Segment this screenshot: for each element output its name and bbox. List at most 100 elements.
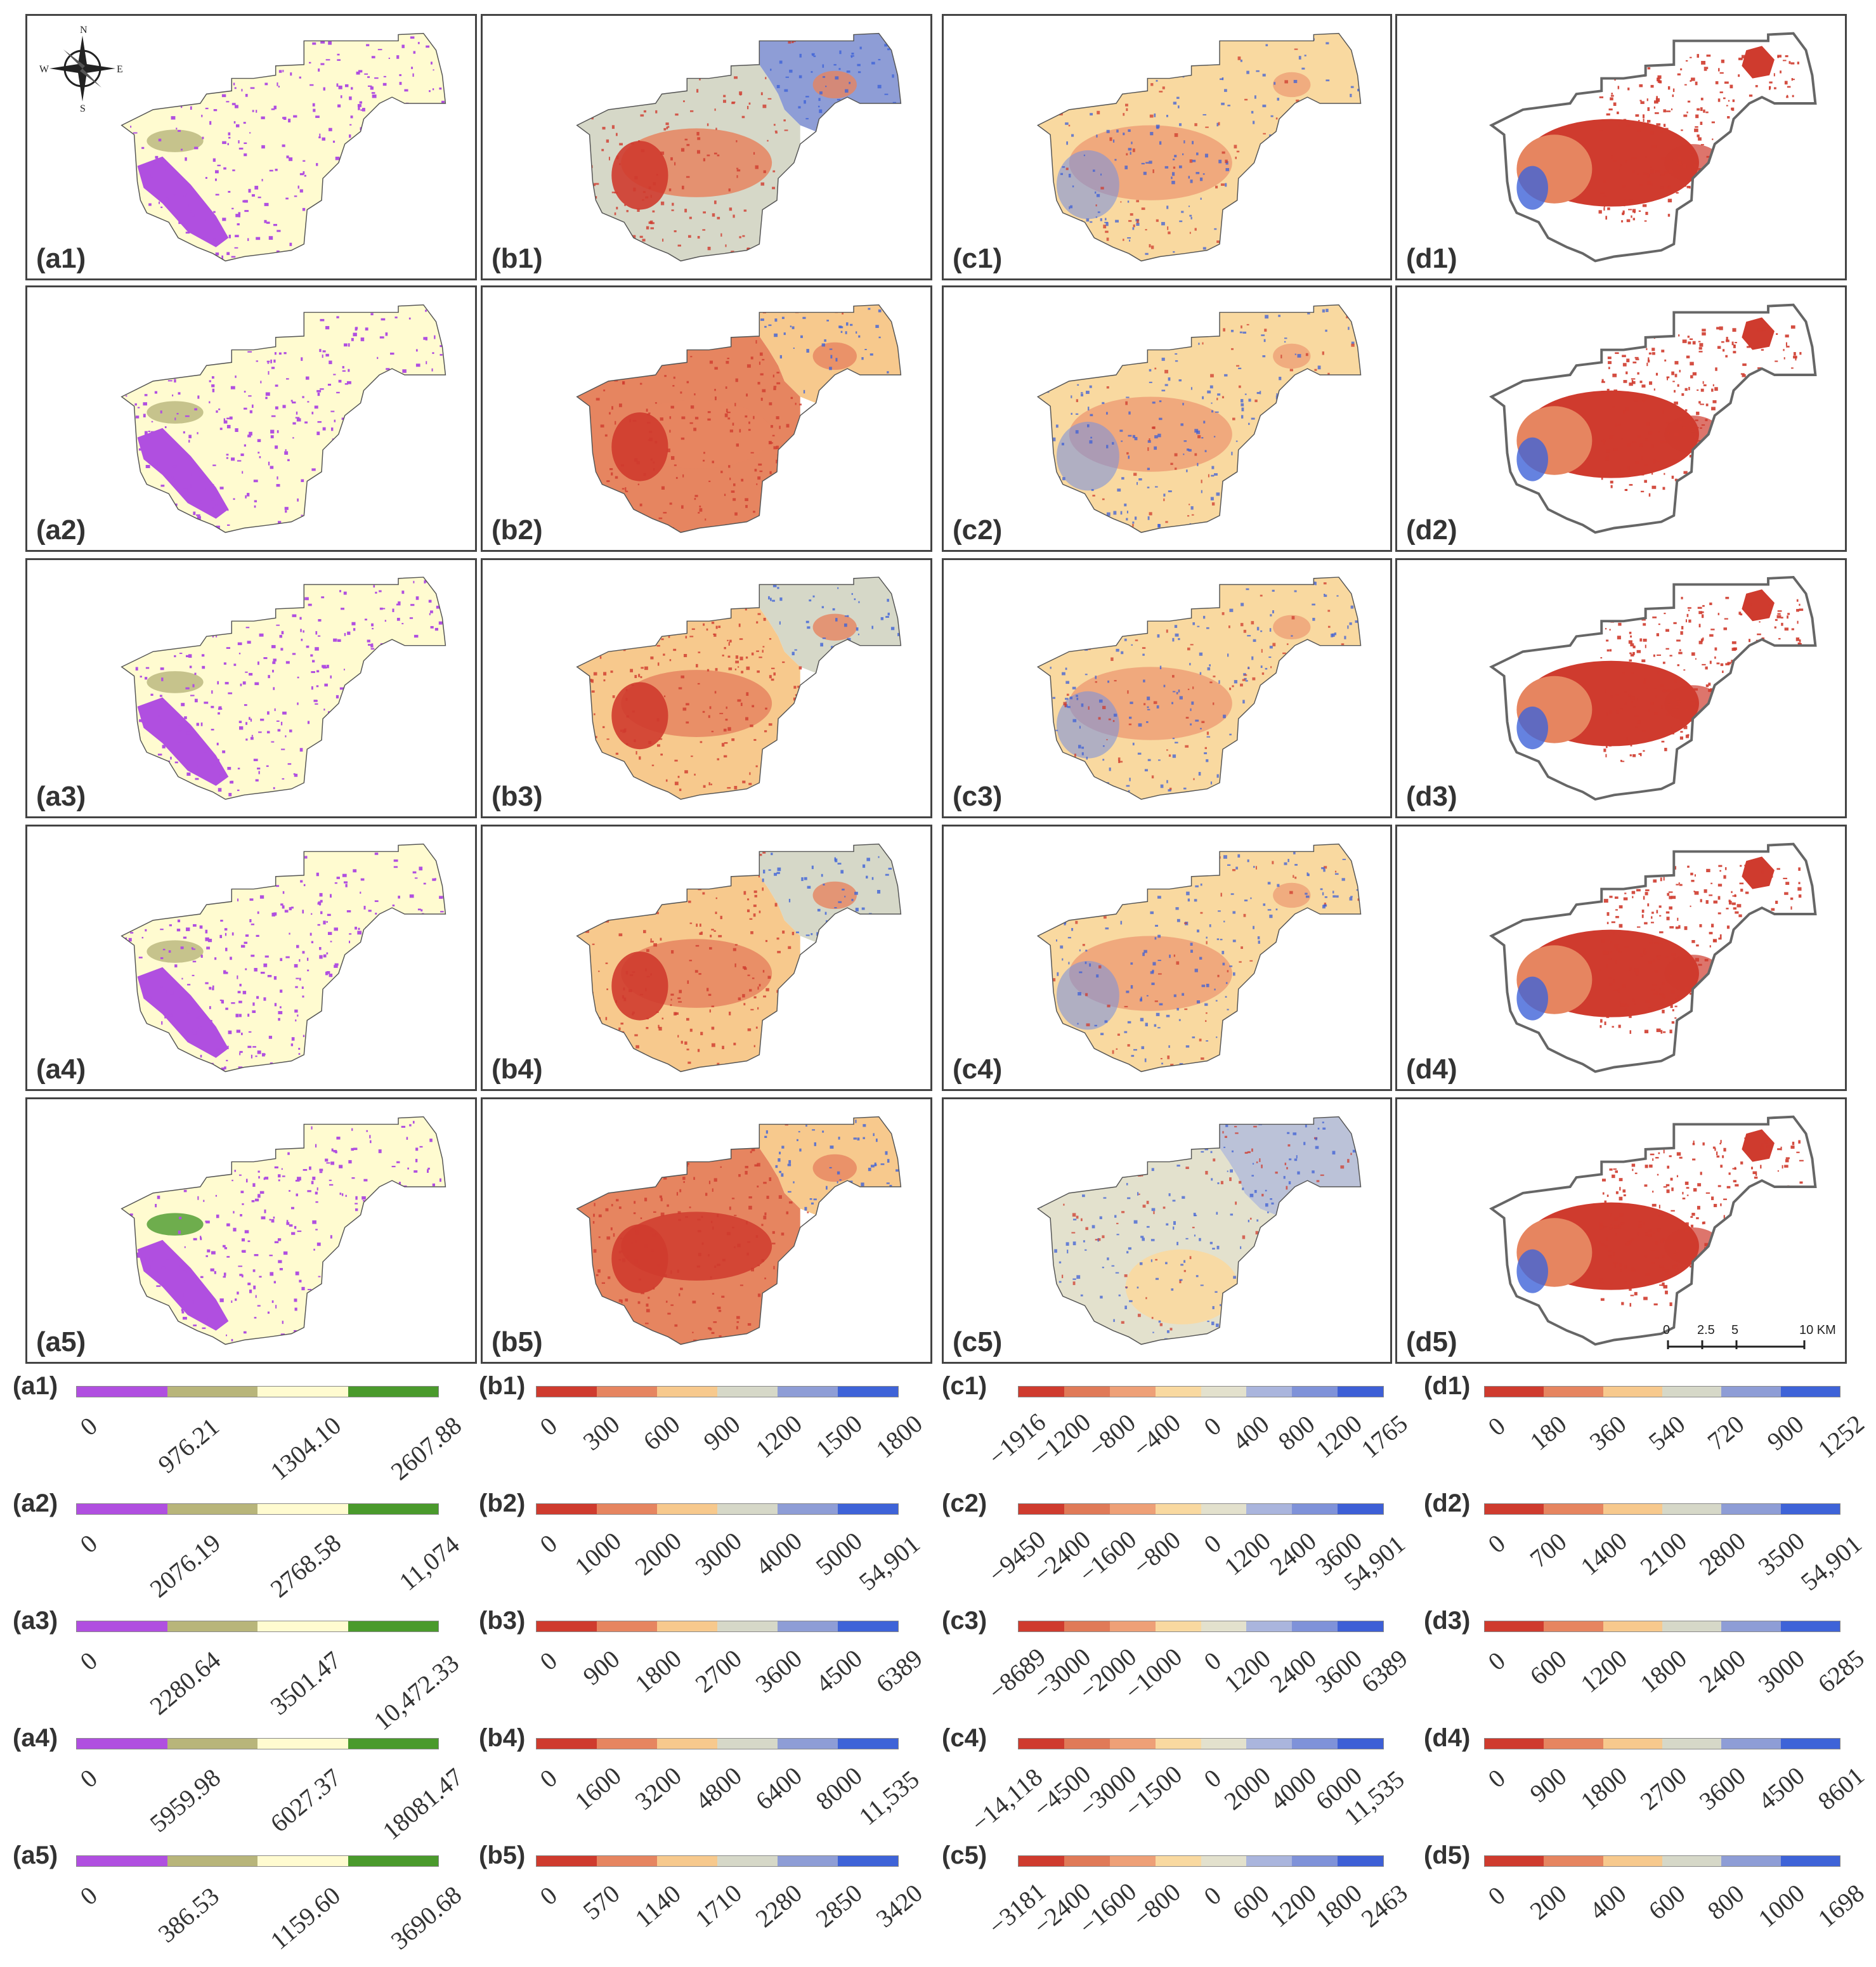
- legend-tick-label: 2850: [810, 1878, 868, 1933]
- scale-tick-label: 0: [1663, 1323, 1670, 1337]
- legend-tick-label: 3600: [1310, 1644, 1367, 1699]
- legend-tick-label: 180: [1525, 1409, 1572, 1456]
- map-b1: [576, 32, 902, 262]
- legend-swatch: [1338, 1739, 1383, 1749]
- legend-tick-label: 1200: [750, 1409, 807, 1464]
- legend-label-d2: (d2): [1424, 1489, 1471, 1517]
- legend-colorbar-c1: [1018, 1386, 1384, 1397]
- legend-swatch: [1603, 1504, 1662, 1514]
- legend-swatch: [778, 1621, 838, 1631]
- map-panel-c1: (c1): [942, 14, 1392, 280]
- legend-colorbar-a2: [76, 1503, 439, 1515]
- scale-tick-label: 2.5: [1697, 1323, 1715, 1337]
- legend-colorbar-a1: [76, 1386, 439, 1397]
- legend-swatch: [537, 1856, 597, 1866]
- legend-colorbar-b1: [536, 1386, 899, 1397]
- legend-tick-label: 360: [1584, 1409, 1632, 1456]
- legend-swatch: [348, 1739, 438, 1749]
- legend-colorbar-c5: [1018, 1855, 1384, 1867]
- legend-tick-label: 54,901: [1795, 1529, 1868, 1596]
- legend-swatch: [657, 1387, 717, 1397]
- legend-tick-label: 0: [74, 1411, 103, 1442]
- legend-tick-label: 1252: [1812, 1409, 1870, 1464]
- legend-tick-label: 0: [534, 1645, 563, 1676]
- legend-tick-label: 18081.47: [377, 1762, 469, 1846]
- scale-bar: 0 2.5 5 10 KM: [1662, 1316, 1852, 1354]
- legend-tick-label: 540: [1643, 1409, 1691, 1456]
- legend-tick-label: 2000: [1218, 1761, 1277, 1816]
- map-panel-a1: (a1): [25, 14, 477, 280]
- legend-label-b5: (b5): [479, 1841, 526, 1869]
- legend-label-c1: (c1): [942, 1372, 987, 1400]
- legend-swatch: [1780, 1856, 1840, 1866]
- legend-tick-label: 900: [577, 1644, 625, 1691]
- legend-swatch: [1109, 1387, 1156, 1397]
- legend-tick-label: −800: [1128, 1877, 1187, 1933]
- legend-swatch: [1485, 1739, 1544, 1749]
- panel-label: (b4): [492, 1054, 543, 1085]
- legend-tick-label: 2400: [1264, 1526, 1322, 1581]
- legend-tick-label: 1000: [569, 1526, 627, 1581]
- legend-colorbar-d4: [1484, 1738, 1840, 1749]
- panel-label: (b1): [492, 243, 543, 274]
- legend-tick-label: 1800: [629, 1644, 687, 1699]
- legend-tick-label: 6389: [1355, 1644, 1413, 1699]
- legend-tick-label: 0: [534, 1880, 563, 1911]
- legend-tick-label: 2076.19: [144, 1528, 226, 1604]
- legend-swatch: [838, 1504, 898, 1514]
- legend-label-c3: (c3): [942, 1607, 987, 1635]
- map-panel-d5: (d5): [1395, 1097, 1847, 1364]
- legend-label-d1: (d1): [1424, 1372, 1471, 1400]
- legend-colorbar-b4: [536, 1738, 899, 1749]
- legend-tick-label: 1710: [689, 1878, 747, 1933]
- legend-tick-label: 6285: [1812, 1644, 1870, 1699]
- legend-swatch: [1780, 1504, 1840, 1514]
- legend-tick-label: 10,472.33: [368, 1648, 465, 1736]
- panel-label: (b3): [492, 781, 543, 812]
- legend-swatch: [1662, 1856, 1722, 1866]
- map-b5: [576, 1116, 902, 1345]
- legend-tick-label: 2700: [689, 1644, 747, 1699]
- legend-swatch: [597, 1504, 657, 1514]
- legend-label-a1: (a1): [13, 1372, 58, 1400]
- legend-tick-label: 1800: [1310, 1878, 1367, 1933]
- legend-tick-label: 3501.47: [264, 1645, 347, 1721]
- legend-label-b1: (b1): [479, 1372, 526, 1400]
- map-panel-a2: (a2): [25, 285, 477, 552]
- map-panel-c2: (c2): [942, 285, 1392, 552]
- legend-tick-label: 0: [74, 1763, 103, 1794]
- legend-swatch: [1662, 1739, 1722, 1749]
- map-b4: [576, 843, 902, 1073]
- legend-tick-label: 700: [1525, 1527, 1572, 1574]
- legend-tick-label: 3690.68: [385, 1880, 467, 1956]
- map-d3: [1488, 575, 1817, 801]
- compass-s: S: [80, 103, 86, 113]
- legend-swatch: [1292, 1856, 1338, 1866]
- legend-swatch: [1338, 1856, 1383, 1866]
- legend-swatch: [1603, 1739, 1662, 1749]
- legend-swatch: [838, 1387, 898, 1397]
- legend-swatch: [1544, 1739, 1603, 1749]
- legend-tick-label: 6389: [870, 1644, 928, 1699]
- legend-swatch: [717, 1387, 778, 1397]
- legend-tick-label: 1800: [1575, 1761, 1633, 1816]
- legend-tick-label: 0: [1198, 1880, 1227, 1911]
- legend-swatch: [77, 1856, 167, 1866]
- legend-swatch: [257, 1856, 348, 1866]
- legend-swatch: [717, 1504, 778, 1514]
- map-a5: [121, 1116, 446, 1345]
- legend-swatch: [1292, 1739, 1338, 1749]
- legend-colorbar-d2: [1484, 1503, 1840, 1515]
- legend-swatch: [778, 1504, 838, 1514]
- panel-label: (c4): [953, 1054, 1003, 1085]
- map-b3: [576, 577, 902, 800]
- legend-tick-label: 0: [534, 1528, 563, 1559]
- legend-tick-label: 600: [637, 1409, 686, 1456]
- legend-tick-label: 0: [1482, 1880, 1511, 1911]
- legend-label-a4: (a4): [13, 1724, 58, 1752]
- legend-swatch: [1155, 1621, 1201, 1631]
- legend-swatch: [167, 1856, 257, 1866]
- legend-swatch: [1246, 1621, 1293, 1631]
- legend-swatch: [257, 1504, 348, 1514]
- legend-swatch: [1603, 1387, 1662, 1397]
